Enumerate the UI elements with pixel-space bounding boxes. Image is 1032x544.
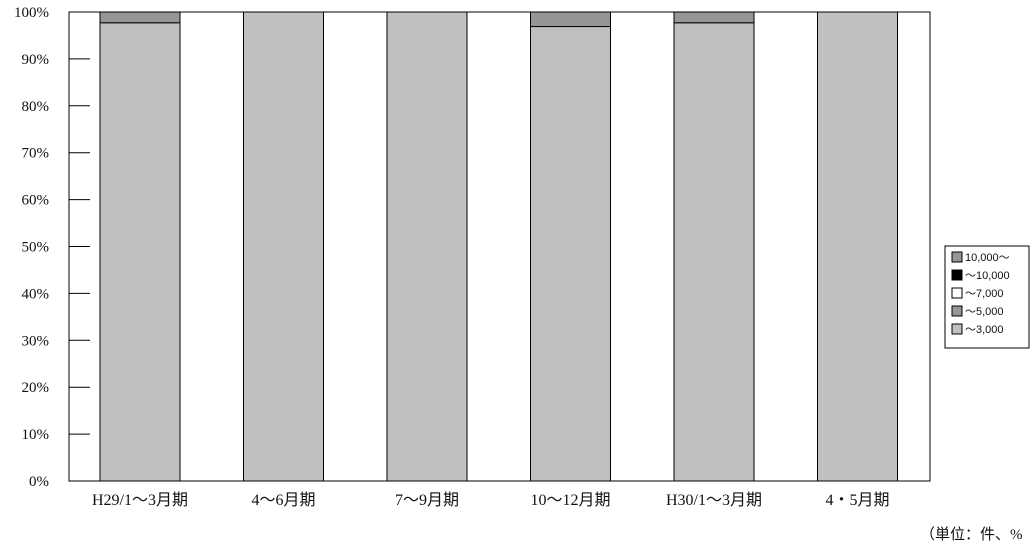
bar-segment-series-1 (530, 11, 611, 28)
legend-label: ～5,000 (965, 306, 1004, 318)
legend-label: 10,000～ (965, 252, 1010, 264)
y-tick-label: 40% (22, 286, 50, 302)
bars (99, 11, 898, 482)
x-category-label: H30/1～3月期 (666, 491, 762, 509)
unit-note: （単位：件、% (920, 527, 1023, 543)
bar-segment-series-0 (817, 11, 898, 482)
x-category-label: 4～6月期 (251, 491, 315, 509)
bar-segment-series-0 (243, 11, 324, 482)
x-category-label: 7～9月期 (395, 491, 459, 509)
y-tick-label: 20% (22, 380, 50, 396)
legend-swatch (951, 269, 963, 281)
y-axis-ticks: 0% 10% 20% 30% 40% 50% 60% 70% 80% 90% 100% (14, 5, 90, 490)
bar-segment-series-0 (673, 22, 755, 482)
legend-label: ～7,000 (965, 288, 1004, 300)
legend: 10,000～ ～10,000 ～7,000 ～5,000 ～3,000 (944, 245, 1030, 349)
y-tick-label: 100% (14, 5, 49, 21)
bar-segment-series-0 (386, 11, 468, 482)
x-category-label: 4・5月期 (825, 491, 889, 509)
x-axis-labels: H29/1～3月期 4～6月期 7～9月期 10～12月期 H30/1～3月期 4・5月期 (92, 491, 890, 509)
legend-label: ～3,000 (965, 324, 1004, 336)
legend-swatch (951, 305, 963, 317)
legend-swatch (951, 251, 963, 263)
plot-area-frame (68, 11, 931, 482)
y-tick-label: 0% (29, 474, 49, 490)
bar-segment-series-0 (99, 22, 181, 482)
y-tick-label: 60% (22, 193, 50, 209)
y-tick-label: 10% (22, 427, 50, 443)
bar-segment-series-1 (99, 11, 181, 24)
legend-swatch (951, 323, 963, 335)
bar-segment-series-1 (673, 11, 755, 24)
y-tick-label: 50% (22, 240, 50, 256)
legend-swatch (951, 287, 963, 299)
y-tick-label: 80% (22, 99, 50, 115)
bar-segment-series-0 (530, 26, 611, 482)
y-tick-label: 90% (22, 52, 50, 68)
x-category-label: H29/1～3月期 (92, 491, 188, 509)
x-category-label: 10～12月期 (530, 491, 610, 509)
y-tick-label: 70% (22, 146, 50, 162)
legend-label: ～10,000 (965, 270, 1010, 282)
y-tick-label: 30% (22, 333, 50, 349)
